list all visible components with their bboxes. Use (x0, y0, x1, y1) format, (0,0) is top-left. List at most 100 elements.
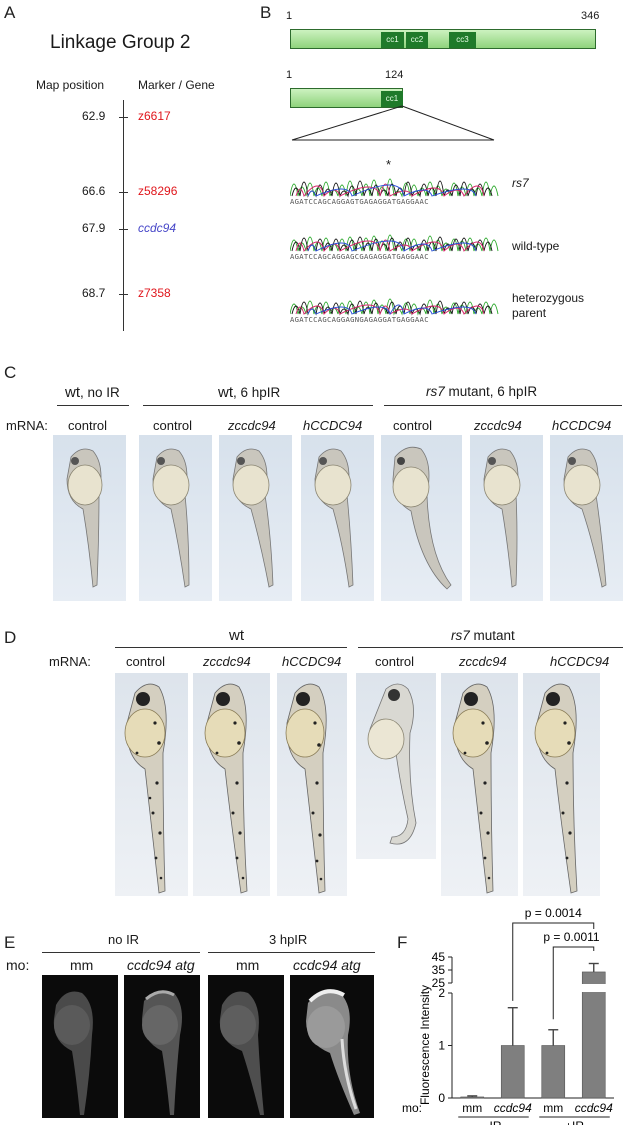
condition-label: control (153, 418, 193, 433)
condition-label: control (68, 418, 108, 433)
y-tick-label: 35 (432, 963, 446, 977)
trace-label-heterozygous: heterozygous (512, 291, 585, 305)
trace-label-parent: parent (512, 306, 547, 320)
embryo-photo (115, 673, 188, 896)
full-start-label: 1 (286, 10, 293, 22)
marker-position: 67.9 (82, 221, 106, 235)
x-tick-label: ccdc94 (494, 1101, 532, 1115)
chromatogram-trace (289, 298, 499, 316)
group-header-e1: no IR (108, 932, 140, 947)
group-rule (358, 647, 623, 648)
panel-a-letter: A (4, 3, 16, 22)
bar (460, 1096, 485, 1099)
condition-label: hCCDC94 (282, 654, 342, 669)
zoom-lines (291, 105, 495, 141)
panel-b-letter: B (260, 3, 272, 22)
y-tick-label: 45 (432, 950, 446, 964)
domain-cc2: cc2 (406, 32, 428, 48)
significance-bracket (552, 946, 595, 1020)
group-header-c3: rs7 mutant, 6 hpIR (426, 384, 538, 399)
embryo-photo (470, 435, 543, 601)
significance-bracket (512, 922, 595, 1001)
domain-cc1: cc1 (381, 32, 404, 48)
domain-cc3: cc3 (449, 32, 476, 48)
chromatogram-rs7: AGATCCAGCAGGAGTGAGAGGATGAGGAAC (289, 160, 500, 208)
marker-name: z58296 (138, 184, 178, 198)
condition-label: hCCDC94 (303, 418, 363, 433)
marker-position: 66.6 (82, 184, 106, 198)
embryo-photo (219, 435, 292, 601)
trunc-start-label: 1 (286, 69, 293, 81)
marker-name: z6617 (138, 109, 171, 123)
marker-tick (119, 192, 128, 193)
full-end-label: 346 (581, 10, 600, 22)
group-header-c2: wt, 6 hpIR (218, 384, 281, 401)
group-label: -IR (486, 1119, 502, 1125)
y-tick-label: 25 (432, 976, 446, 990)
gene-name: ccdc94 (138, 221, 177, 235)
condition-label: mm (236, 957, 260, 973)
embryo-photo (381, 435, 462, 601)
condition-label: ccdc94 atg (293, 957, 361, 973)
condition-label: zccdc94 (474, 418, 522, 433)
x-tick-label: mm (462, 1101, 482, 1115)
mutation-asterisk: * (386, 157, 392, 172)
fluorescence-photo (124, 975, 200, 1118)
panel-e-letter: E (4, 933, 16, 952)
condition-label: zccdc94 (459, 654, 507, 669)
mrna-label-d: mRNA: (49, 654, 91, 669)
panel-c-letter: C (4, 363, 17, 382)
group-rule (143, 405, 373, 406)
marker-name: z7358 (138, 286, 171, 300)
y-tick-label: 0 (438, 1091, 445, 1105)
trace-label-wild-type: wild-type (512, 239, 560, 253)
trunc-domain-cc1: cc1 (381, 91, 403, 107)
y-axis-label: Fluorescence Intensity (418, 985, 432, 1105)
embryo-photo (193, 673, 270, 896)
marker-tick (119, 294, 128, 295)
embryo-photo (550, 435, 623, 601)
bar (541, 1045, 566, 1099)
embryo-photo (139, 435, 212, 601)
p-value-label: p = 0.0011 (543, 930, 599, 944)
group-header-d2: rs7 mutant (451, 628, 515, 643)
sequence-text: AGATCCAGCAGGAGTGAGAGGATGAGGAAC (290, 197, 429, 206)
group-header-e2: 3 hpIR (269, 932, 308, 947)
linkage-group-title: Linkage Group 2 (50, 32, 191, 53)
bar (500, 1045, 525, 1099)
p-value-label: p = 0.0014 (525, 906, 582, 920)
condition-label: control (126, 654, 166, 669)
embryo-photo (441, 673, 518, 896)
mo-label-e: mo: (6, 957, 30, 973)
marker-tick (119, 229, 128, 230)
map-position-header: Map position (36, 78, 105, 92)
mrna-label-c: mRNA: (6, 418, 48, 433)
group-rule (57, 405, 129, 406)
group-rule (384, 405, 622, 406)
x-tick-label: ccdc94 (575, 1101, 613, 1115)
sequence-text: AGATCCAGCAGGAGNGAGAGGATGAGGAAC (290, 315, 429, 324)
condition-label: hCCDC94 (552, 418, 612, 433)
marker-tick (119, 117, 128, 118)
fluorescence-photo (208, 975, 284, 1118)
fluorescence-photo (290, 975, 374, 1118)
protein-full-bar (290, 29, 596, 49)
y-tick-label: 2 (438, 986, 445, 1000)
chromatogram-trace (289, 178, 499, 198)
condition-label: zccdc94 (203, 654, 251, 669)
embryo-photo (301, 435, 374, 601)
embryo-photo (356, 673, 436, 859)
sequence-text: AGATCCAGCAGGAGCGAGAGGATGAGGAAC (290, 252, 429, 261)
group-header-d1: wt (229, 627, 244, 644)
group-rule (115, 647, 347, 648)
trace-label-rs7: rs7 (512, 176, 529, 190)
embryo-photo (523, 673, 600, 896)
condition-label: mm (70, 957, 94, 973)
condition-label: hCCDC94 (550, 654, 610, 669)
condition-label: control (393, 418, 433, 433)
group-label: +IR (565, 1119, 584, 1125)
panel-d-letter: D (4, 628, 17, 647)
x-tick-label: mm (543, 1101, 563, 1115)
